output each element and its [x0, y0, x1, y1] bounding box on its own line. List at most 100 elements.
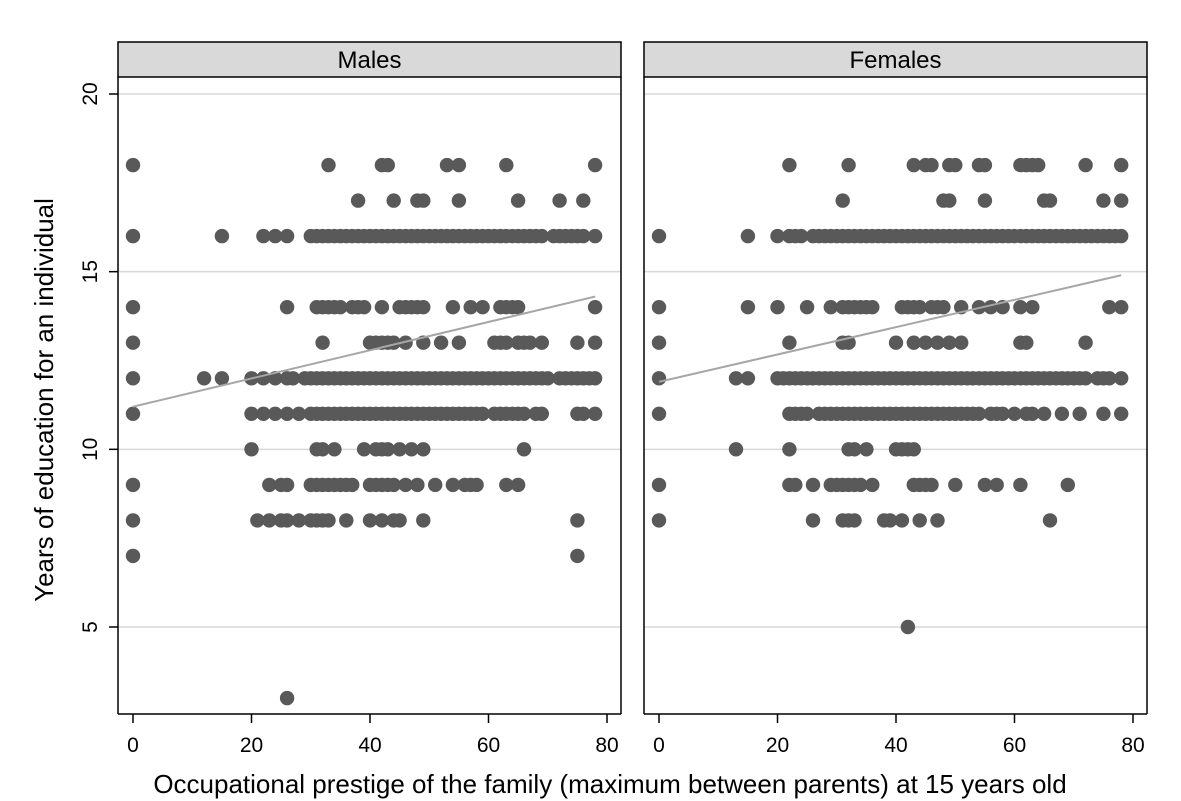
data-point — [799, 300, 815, 315]
data-point — [268, 228, 283, 244]
data-point — [262, 513, 277, 528]
data-point — [924, 477, 939, 493]
data-point — [788, 477, 803, 493]
data-point — [285, 371, 301, 386]
data-point — [740, 228, 756, 244]
data-point — [416, 442, 431, 457]
data-point — [587, 157, 603, 173]
data-point — [912, 300, 927, 315]
data-point — [279, 228, 295, 244]
data-point — [587, 406, 603, 421]
panel-title: Males — [337, 47, 401, 74]
data-point — [770, 300, 785, 315]
x-tick-label: 80 — [595, 734, 618, 757]
data-point — [256, 228, 271, 244]
data-point — [516, 406, 532, 421]
data-point — [279, 690, 295, 706]
data-point — [728, 371, 744, 386]
data-point — [380, 157, 395, 173]
data-point — [651, 300, 667, 315]
data-point — [356, 300, 372, 315]
data-point — [469, 477, 484, 493]
data-point — [315, 335, 330, 350]
data-point — [1078, 371, 1093, 386]
data-point — [1060, 477, 1076, 493]
data-point — [841, 157, 856, 173]
data-point — [888, 335, 904, 350]
data-point — [279, 300, 295, 315]
panel-males: Males 0 20 40 60 80 5 10 15 20 — [79, 41, 622, 757]
data-point — [445, 300, 461, 315]
data-point — [540, 371, 555, 386]
data-point — [1102, 300, 1117, 315]
data-point — [651, 228, 667, 244]
x-axis-label: Occupational prestige of the family (max… — [153, 769, 1066, 799]
data-point — [451, 157, 467, 173]
data-point — [805, 477, 821, 493]
data-point — [499, 335, 514, 350]
panel-title: Females — [849, 47, 941, 74]
data-point — [1031, 157, 1046, 173]
data-point — [1078, 335, 1093, 350]
data-point — [977, 477, 993, 493]
x-tick-label: 20 — [766, 734, 789, 757]
data-point — [1114, 228, 1129, 244]
data-point — [345, 477, 360, 493]
data-point — [782, 442, 797, 457]
data-point — [853, 477, 868, 493]
data-point — [374, 300, 390, 315]
data-point — [398, 477, 413, 493]
data-point — [552, 193, 567, 208]
data-point — [445, 477, 461, 493]
data-point — [125, 228, 141, 244]
data-point — [350, 193, 366, 208]
data-point — [416, 300, 431, 315]
data-point — [912, 513, 927, 528]
data-point — [516, 442, 532, 457]
data-point — [125, 406, 141, 421]
data-point — [936, 300, 951, 315]
data-point — [1007, 406, 1022, 421]
data-point — [948, 157, 963, 173]
data-point — [823, 300, 838, 315]
data-point — [570, 513, 585, 528]
panel-title-strip — [643, 41, 1148, 78]
data-point — [1114, 406, 1129, 421]
data-point — [125, 371, 141, 386]
x-tick-label: 0 — [653, 734, 665, 757]
data-point — [196, 371, 212, 386]
y-tick-label: 10 — [79, 438, 102, 461]
data-point — [782, 157, 797, 173]
data-point — [451, 335, 467, 350]
x-tick-label: 40 — [884, 734, 907, 757]
data-point — [882, 513, 898, 528]
x-tick-label: 60 — [477, 734, 500, 757]
data-point — [740, 371, 756, 386]
data-point — [576, 228, 591, 244]
data-point — [865, 477, 880, 493]
data-point — [291, 513, 307, 528]
data-point — [416, 193, 431, 208]
x-tick-label: 0 — [127, 734, 139, 757]
data-point — [439, 157, 455, 173]
data-point — [279, 513, 295, 528]
data-point — [451, 193, 467, 208]
data-point — [499, 157, 514, 173]
data-point — [1019, 335, 1034, 350]
data-point — [587, 335, 603, 350]
data-point — [1114, 157, 1129, 173]
data-point — [1114, 371, 1129, 386]
data-point — [1102, 371, 1117, 386]
data-point — [1114, 193, 1129, 208]
data-point — [930, 335, 945, 350]
data-point — [847, 513, 862, 528]
data-point — [428, 477, 443, 493]
y-tick-label: 20 — [79, 82, 102, 105]
data-point — [859, 442, 874, 457]
data-point — [865, 300, 880, 315]
data-point — [534, 406, 549, 421]
data-point — [433, 335, 449, 350]
data-point — [995, 406, 1010, 421]
data-point — [576, 193, 591, 208]
data-point — [125, 157, 141, 173]
